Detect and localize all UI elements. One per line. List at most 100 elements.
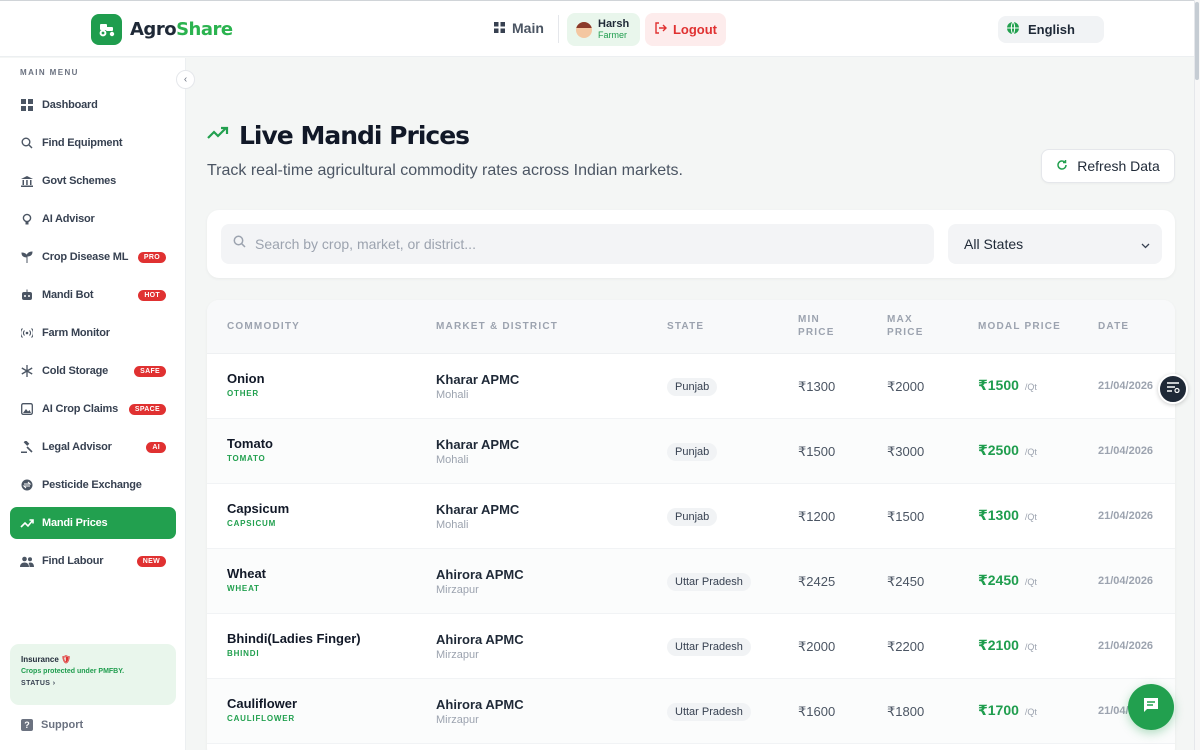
signal-icon <box>20 326 34 340</box>
column-header-min-price: MIN PRICE <box>798 314 835 338</box>
modal-price: ₹1300 <box>978 507 1019 523</box>
max-price: ₹3000 <box>887 444 925 459</box>
header-divider <box>558 15 559 43</box>
min-price: ₹1600 <box>798 704 836 719</box>
refresh-data-button[interactable]: Refresh Data <box>1041 149 1175 183</box>
state-select-value: All States <box>964 236 1024 252</box>
insurance-subtitle: Crops protected under PMFBY. <box>21 668 125 675</box>
filter-float-button[interactable] <box>1158 374 1188 404</box>
price-date: 21/04/2026 <box>1098 640 1154 652</box>
market-name: Kharar APMC <box>436 502 520 517</box>
page-subtitle: Track real-time agricultural commodity r… <box>207 162 683 179</box>
min-price: ₹2000 <box>798 639 836 654</box>
sidebar-item-crop-disease-ml[interactable]: Crop Disease ML PRO <box>10 241 176 273</box>
tractor-icon <box>91 14 122 45</box>
modal-price: ₹2500 <box>978 442 1019 458</box>
sidebar-item-govt-schemes[interactable]: Govt Schemes <box>10 165 176 197</box>
modal-price-cell: ₹2500/Qt <box>978 442 1037 459</box>
chevron-down-icon <box>1141 236 1150 252</box>
logout-button[interactable]: Logout <box>645 13 726 46</box>
grid-icon <box>494 20 505 36</box>
commodity-name: Capsicum <box>227 501 290 516</box>
scrollbar[interactable] <box>1194 0 1200 750</box>
sidebar-item-label: Legal Advisor <box>42 441 112 453</box>
main-nav-button[interactable]: Main <box>494 20 544 36</box>
sidebar-menu-title: MAIN MENU <box>20 68 79 77</box>
state-pill: Uttar Pradesh <box>667 573 751 591</box>
brand-logo[interactable]: AgroShare <box>91 14 233 45</box>
insurance-card[interactable]: Insurance 🛡 Crops protected under PMFBY.… <box>10 644 176 705</box>
sidebar-item-find-equipment[interactable]: Find Equipment <box>10 127 176 159</box>
sidebar: MAIN MENU ‹ Dashboard Find Equipment Govt … <box>0 58 195 750</box>
user-name: Harsh <box>598 18 630 30</box>
search-input[interactable] <box>255 236 905 252</box>
scrollbar-thumb[interactable] <box>1195 2 1199 80</box>
commodity-name: Wheat <box>227 566 266 581</box>
table-row[interactable]: Cauliflower CAULIFLOWER Ahirora APMC Mirzap… <box>207 679 1175 744</box>
sidebar-item-farm-monitor[interactable]: Farm Monitor <box>10 317 176 349</box>
market-cell: Kharar APMC Mohali <box>436 502 519 531</box>
search-icon <box>233 235 246 253</box>
sidebar-item-ai-crop-claims[interactable]: AI Crop Claims SPACE <box>10 393 176 425</box>
sidebar-item-pesticide-exchange[interactable]: Pesticide Exchange <box>10 469 176 501</box>
commodity-cell: Bhindi(Ladies Finger) BHINDI <box>227 631 361 658</box>
status-badge: HOT <box>138 289 166 301</box>
globe-icon <box>1006 21 1020 38</box>
brand-name-part1: Agro <box>130 19 177 40</box>
max-price: ₹2000 <box>887 379 925 394</box>
max-price: ₹2450 <box>887 574 925 589</box>
user-profile-chip[interactable]: Harsh Farmer <box>567 13 640 46</box>
table-row[interactable]: Bhindi(Ladies Finger) BHINDI Ahirora APMC M… <box>207 614 1175 679</box>
table-header: COMMODITY MARKET & DISTRICT STATE MIN PR… <box>207 300 1175 354</box>
market-name: Kharar APMC <box>436 437 520 452</box>
modal-price-cell: ₹2100/Qt <box>978 637 1037 654</box>
trending-up-icon <box>207 126 229 145</box>
sidebar-item-label: Pesticide Exchange <box>42 479 142 491</box>
min-price: ₹1200 <box>798 509 836 524</box>
table-row[interactable]: Wheat WHEAT Ahirora APMC Mirzapur Uttar Prad… <box>207 549 1175 614</box>
state-pill: Punjab <box>667 378 718 396</box>
table-row[interactable]: Onion OTHER Kharar APMC Mohali Punjab ₹1300 ₹2… <box>207 354 1175 419</box>
table-row[interactable]: Tomato TOMATO Kharar APMC Mohali Punjab ₹1500… <box>207 419 1175 484</box>
price-date: 21/04/2026 <box>1098 575 1154 587</box>
sidebar-item-mandi-prices[interactable]: Mandi Prices <box>10 507 176 539</box>
price-unit: /Qt <box>1024 707 1037 717</box>
sidebar-item-mandi-bot[interactable]: Mandi Bot HOT <box>10 279 176 311</box>
snowflake-icon <box>20 364 34 378</box>
commodity-variety: TOMATO <box>227 454 266 463</box>
help-icon: ? <box>21 719 33 731</box>
image-icon <box>20 402 34 416</box>
status-badge: SAFE <box>134 365 166 377</box>
support-label: Support <box>41 719 84 731</box>
sidebar-collapse-button[interactable]: ‹ <box>176 70 195 89</box>
modal-price-cell: ₹1500/Qt <box>978 377 1037 394</box>
sidebar-item-find-labour[interactable]: Find Labour NEW <box>10 545 176 577</box>
chat-button[interactable] <box>1128 684 1174 730</box>
market-name: Ahirora APMC <box>436 632 524 647</box>
sidebar-item-dashboard[interactable]: Dashboard <box>10 89 176 121</box>
state-pill: Punjab <box>667 443 718 461</box>
support-link[interactable]: ? Support <box>21 719 83 731</box>
sidebar-item-cold-storage[interactable]: Cold Storage SAFE <box>10 355 176 387</box>
min-price: ₹2425 <box>798 574 836 589</box>
insurance-status-link[interactable]: STATUS › <box>21 680 176 687</box>
state-select[interactable]: All States <box>948 224 1162 264</box>
grid-icon <box>20 98 34 112</box>
market-cell: Ahirora APMC Mirzapur <box>436 632 524 661</box>
market-district: Mohali <box>436 454 469 466</box>
market-name: Ahirora APMC <box>436 567 524 582</box>
market-district: Mirzapur <box>436 649 479 661</box>
top-header: AgroShare Main Harsh Farmer Logout Engli… <box>0 0 1200 57</box>
sidebar-item-legal-advisor[interactable]: Legal Advisor AI <box>10 431 176 463</box>
status-badge: NEW <box>136 555 166 567</box>
search-box[interactable] <box>221 224 934 264</box>
language-label: English <box>1028 22 1075 37</box>
table-row[interactable]: Capsicum CAPSICUM Kharar APMC Mohali Punjab ₹… <box>207 484 1175 549</box>
people-icon <box>20 554 34 568</box>
main-nav-label: Main <box>512 20 544 36</box>
column-header-modal-price: MODAL PRICE <box>978 321 1062 332</box>
sidebar-item-ai-advisor[interactable]: AI Advisor <box>10 203 176 235</box>
language-selector[interactable]: English <box>998 16 1104 43</box>
trending-up-icon <box>20 516 34 530</box>
sidebar-item-label: Farm Monitor <box>42 327 110 339</box>
